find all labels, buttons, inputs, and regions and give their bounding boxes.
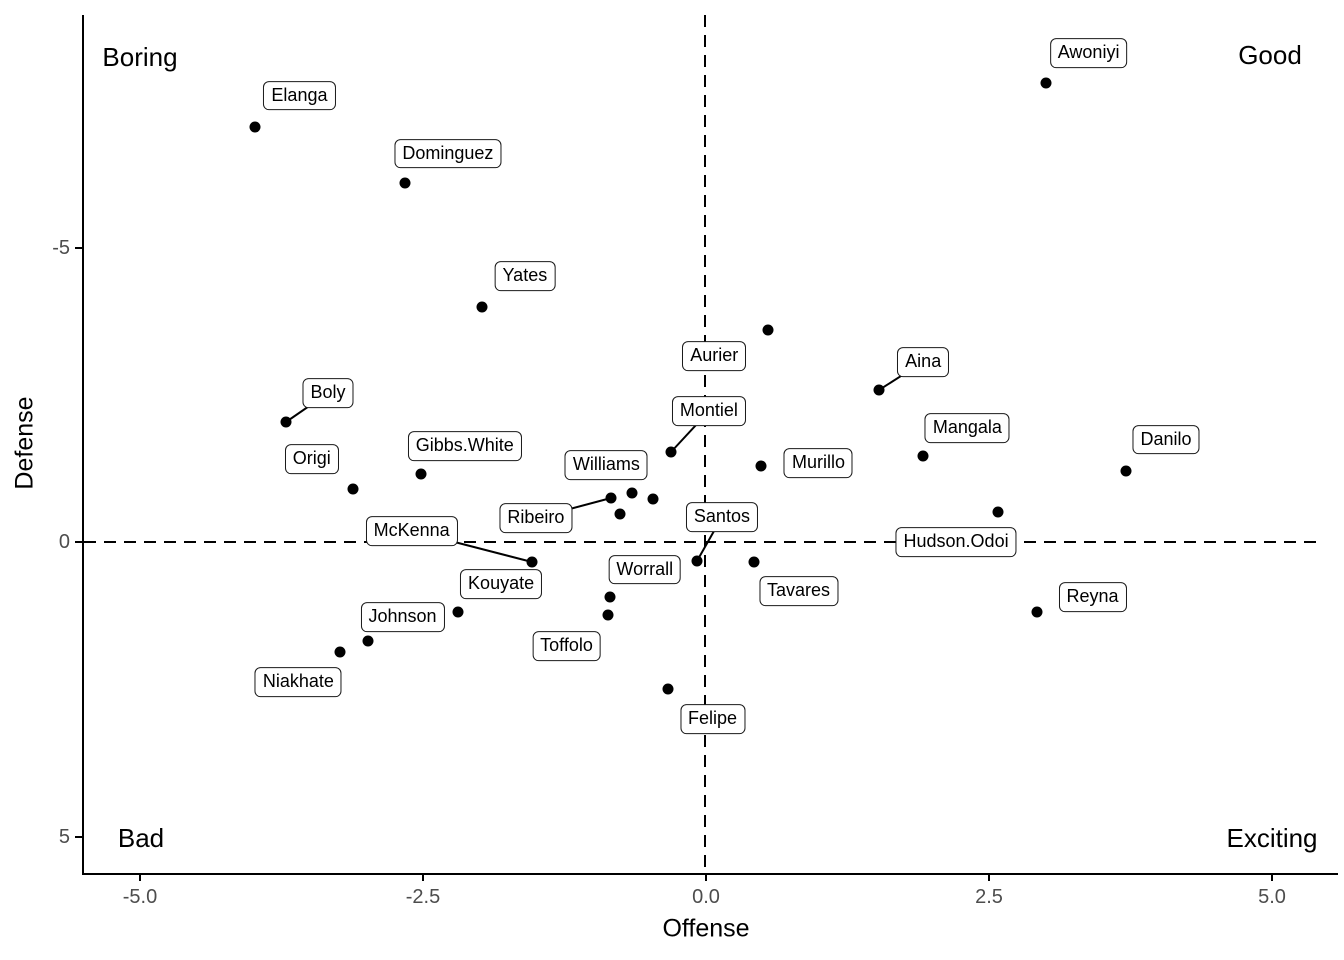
player-label: Elanga xyxy=(263,80,336,111)
data-point xyxy=(280,416,292,428)
x-tick-mark xyxy=(988,874,990,881)
x-tick-mark xyxy=(1271,874,1273,881)
data-point xyxy=(992,506,1004,518)
player-label: Danilo xyxy=(1132,424,1200,455)
player-label: Murillo xyxy=(783,448,853,478)
player-label: Ribeiro xyxy=(499,502,573,533)
y-tick-label: 5 xyxy=(58,825,70,848)
data-point xyxy=(748,556,760,568)
x-tick-label: 2.5 xyxy=(975,886,1003,908)
data-point xyxy=(452,606,464,618)
player-label: McKenna xyxy=(365,516,458,546)
x-tick-label: 5.0 xyxy=(1258,886,1286,908)
data-point xyxy=(762,324,774,336)
player-label: Awoniyi xyxy=(1049,38,1128,68)
x-tick-mark xyxy=(139,874,141,881)
quadrant-label-bad: Bad xyxy=(117,823,165,853)
player-label: Williams xyxy=(564,450,648,480)
player-label: Yates xyxy=(494,261,556,291)
player-label: Gibbs.White xyxy=(407,431,522,462)
player-label: Dominguez xyxy=(394,138,502,169)
player-label: Aurier xyxy=(682,341,747,371)
player-label: Kouyate xyxy=(460,569,543,599)
player-label: Worrall xyxy=(608,554,682,585)
player-label: Aina xyxy=(897,347,950,377)
x-axis-line xyxy=(82,873,1338,875)
player-label: Origi xyxy=(284,444,339,474)
player-label: Boly xyxy=(302,378,354,408)
data-point xyxy=(362,635,374,647)
data-point xyxy=(526,556,538,568)
data-point xyxy=(614,508,626,520)
y-axis-title: Defense xyxy=(10,396,39,490)
player-label: Toffolo xyxy=(532,631,601,661)
player-label: Tavares xyxy=(759,576,839,606)
data-point xyxy=(415,468,427,480)
player-label: Reyna xyxy=(1058,582,1127,612)
player-label: Niakhate xyxy=(254,667,342,697)
x-axis-title: Offense xyxy=(662,914,750,943)
y-tick-mark xyxy=(75,246,82,249)
player-label: Johnson xyxy=(360,602,445,632)
data-point xyxy=(249,121,261,133)
y-tick-mark xyxy=(75,835,82,838)
data-point xyxy=(1031,606,1043,618)
x-tick-label: 0.0 xyxy=(692,886,720,908)
data-point xyxy=(347,483,359,495)
player-label: Felipe xyxy=(679,704,746,735)
player-label: Santos xyxy=(685,502,758,532)
player-label: Mangala xyxy=(924,413,1010,443)
quadrant-label-boring: Boring xyxy=(102,42,178,72)
y-axis-line xyxy=(82,15,84,875)
data-point xyxy=(605,492,617,504)
data-point xyxy=(1120,465,1132,477)
y-tick-label: 0 xyxy=(58,531,70,553)
data-point xyxy=(662,683,673,695)
y-tick-mark xyxy=(75,541,82,543)
data-point xyxy=(755,460,767,472)
x-tick-label: -2.5 xyxy=(405,886,441,908)
data-point xyxy=(476,301,488,313)
quadrant-label-exciting: Exciting xyxy=(1226,823,1318,853)
data-point xyxy=(399,177,411,189)
zero-reference-line-vertical xyxy=(704,15,706,873)
quadrant-label-good: Good xyxy=(1238,40,1302,70)
zero-reference-line-horizontal xyxy=(84,541,1322,543)
player-label: Hudson.Odoi xyxy=(895,527,1017,557)
data-point xyxy=(917,450,929,462)
x-tick-mark xyxy=(705,874,707,881)
x-tick-mark xyxy=(422,874,424,881)
data-point xyxy=(604,591,616,603)
player-label: Montiel xyxy=(671,396,746,426)
x-tick-label: -5.0 xyxy=(122,886,158,908)
data-point xyxy=(602,609,614,621)
data-point xyxy=(691,555,703,567)
data-point xyxy=(647,493,659,505)
data-point xyxy=(334,646,346,658)
y-tick-label: -5 xyxy=(52,236,70,259)
data-point xyxy=(665,446,677,458)
data-point xyxy=(873,384,885,396)
data-point xyxy=(626,487,638,499)
data-point xyxy=(1040,77,1052,89)
